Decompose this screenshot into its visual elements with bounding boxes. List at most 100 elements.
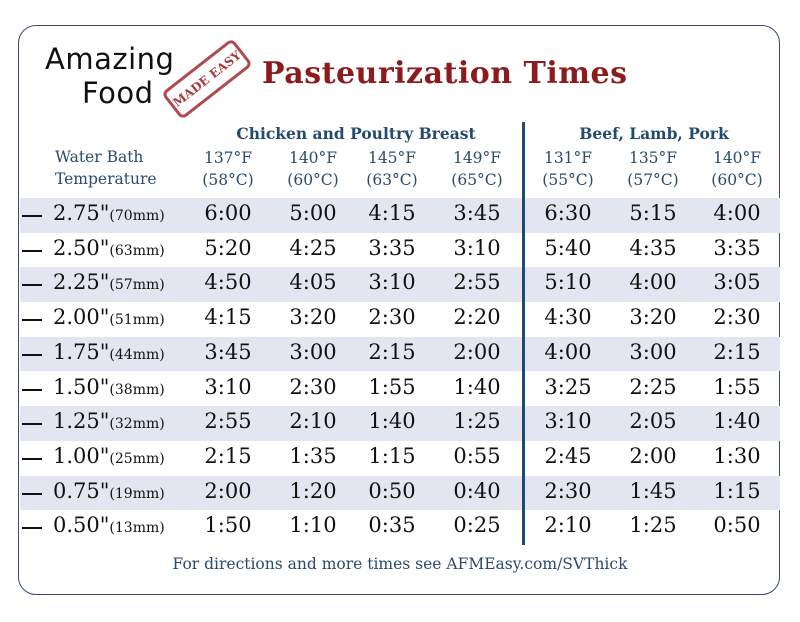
thickness-mm: (19mm) xyxy=(109,485,165,502)
page-title: Pasteurization Times xyxy=(262,56,628,91)
thickness-inches: 2.75" xyxy=(53,201,110,225)
table-row: 1.00"(25mm) 2:15 1:35 1:15 0:55 2:45 2:00 1:30 xyxy=(20,441,780,476)
time-cell: 3:45 xyxy=(453,201,501,225)
time-cell: 2:30 xyxy=(289,374,337,399)
temp-f: 135°F xyxy=(628,149,678,167)
time-cell: 1:10 xyxy=(289,513,337,538)
time-cell: 5:20 xyxy=(204,235,252,260)
thickness-inches: 1.50" xyxy=(53,374,110,399)
thickness-label: 2.25"(57mm) xyxy=(53,270,165,294)
temp-c: (58°C) xyxy=(202,171,254,189)
time-cell: 5:00 xyxy=(289,201,337,225)
thickness-tick xyxy=(22,215,42,217)
time-cell: 4:00 xyxy=(713,201,761,225)
time-cell: 1:40 xyxy=(713,409,761,434)
temp-c: (55°C) xyxy=(542,171,594,189)
time-cell: 2:25 xyxy=(629,374,677,399)
thickness-label: 2.75"(70mm) xyxy=(53,201,165,225)
temp-c: (63°C) xyxy=(366,171,418,189)
time-cell: 4:15 xyxy=(204,305,252,330)
time-cell: 2:20 xyxy=(453,305,501,330)
thickness-tick xyxy=(22,284,42,287)
time-cell: 1:45 xyxy=(629,478,677,503)
thickness-inches: 1.25" xyxy=(53,409,110,434)
time-cell: 1:35 xyxy=(289,443,337,468)
group-divider xyxy=(522,122,525,545)
time-cell: 2:15 xyxy=(204,443,252,468)
temp-c: (57°C) xyxy=(627,171,679,189)
time-cell: 4:35 xyxy=(629,235,677,260)
thickness-tick xyxy=(22,353,42,356)
time-cell: 6:30 xyxy=(544,201,592,225)
temp-column-header: 145°F (63°C) xyxy=(352,147,432,191)
thickness-inches: 0.75" xyxy=(53,478,110,503)
footer-note: For directions and more times see AFMEas… xyxy=(172,555,628,573)
thickness-inches: 2.25" xyxy=(53,270,110,295)
group-header-chicken: Chicken and Poultry Breast xyxy=(236,124,476,143)
temp-column-header: 131°F (55°C) xyxy=(528,147,608,191)
time-cell: 1:40 xyxy=(368,409,416,434)
thickness-mm: (38mm) xyxy=(109,381,165,398)
thickness-mm: (25mm) xyxy=(109,450,165,467)
thickness-mm: (57mm) xyxy=(109,277,165,294)
time-cell: 3:35 xyxy=(368,235,416,260)
thickness-label: 2.50"(63mm) xyxy=(53,236,165,260)
time-cell: 0:35 xyxy=(368,513,416,538)
time-cell: 0:50 xyxy=(713,513,761,538)
time-cell: 3:10 xyxy=(368,270,416,295)
logo-text-amazing: Amazing xyxy=(45,42,175,76)
time-cell: 1:15 xyxy=(713,478,761,503)
table-row: 2.25"(57mm) 4:50 4:05 3:10 2:55 5:10 4:00 3:05 xyxy=(20,267,780,303)
table-row: 0.50"(13mm) 1:50 1:10 0:35 0:25 2:10 1:25 0:50 xyxy=(20,510,780,545)
thickness-inches: 1.75" xyxy=(53,339,110,364)
temp-c: (65°C) xyxy=(451,171,503,189)
time-cell: 3:00 xyxy=(289,339,337,364)
thickness-mm: (13mm) xyxy=(109,520,165,537)
temp-f: 131°F xyxy=(543,149,593,167)
card-frame xyxy=(18,25,780,595)
temp-f: 140°F xyxy=(288,149,338,167)
table-row: 1.50"(38mm) 3:10 2:30 1:55 1:40 3:25 2:25 1:55 xyxy=(20,372,780,407)
time-cell: 2:00 xyxy=(629,443,677,468)
time-cell: 0:50 xyxy=(368,478,416,503)
temp-column-header: 140°F (60°C) xyxy=(273,147,353,191)
time-cell: 6:00 xyxy=(204,201,252,225)
thickness-inches: 0.50" xyxy=(53,513,110,538)
thickness-tick xyxy=(22,457,42,460)
temp-column-header: 149°F (65°C) xyxy=(437,147,517,191)
thickness-label: 1.25"(32mm) xyxy=(53,409,165,433)
temp-f: 140°F xyxy=(712,149,762,167)
thickness-mm: (32mm) xyxy=(109,416,165,433)
table-row: 2.75"(70mm) 6:00 5:00 4:15 3:45 6:30 5:15 4:00 xyxy=(20,198,780,233)
time-cell: 5:10 xyxy=(544,270,592,295)
table-row: 0.75"(19mm) 2:00 1:20 0:50 0:40 2:30 1:45 1:15 xyxy=(20,475,780,511)
time-cell: 3:45 xyxy=(204,339,252,364)
table-row: 2.00"(51mm) 4:15 3:20 2:30 2:20 4:30 3:20 2:30 xyxy=(20,302,780,337)
time-cell: 1:50 xyxy=(204,513,252,538)
thickness-inches: 2.50" xyxy=(53,235,110,260)
time-cell: 3:10 xyxy=(453,235,501,260)
thickness-label: 2.00"(51mm) xyxy=(53,305,165,329)
time-cell: 4:05 xyxy=(289,270,337,295)
time-cell: 4:00 xyxy=(629,270,677,295)
time-cell: 3:20 xyxy=(629,305,677,330)
time-cell: 1:20 xyxy=(289,478,337,503)
thickness-label: 1.50"(38mm) xyxy=(53,375,165,399)
time-cell: 2:10 xyxy=(544,513,592,538)
temp-column-header: 137°F (58°C) xyxy=(188,147,268,191)
time-cell: 4:50 xyxy=(204,270,252,295)
thickness-label: 1.00"(25mm) xyxy=(53,444,165,468)
time-cell: 3:10 xyxy=(544,409,592,434)
group-header-beef: Beef, Lamb, Pork xyxy=(579,124,729,143)
time-cell: 5:15 xyxy=(629,201,677,225)
table-row: 2.50"(63mm) 5:20 4:25 3:35 3:10 5:40 4:35 3:35 xyxy=(20,233,780,268)
thickness-mm: (70mm) xyxy=(109,208,165,224)
time-cell: 2:15 xyxy=(713,339,761,364)
temp-c: (60°C) xyxy=(711,171,763,189)
time-cell: 2:30 xyxy=(544,478,592,503)
thickness-label: 1.75"(44mm) xyxy=(53,340,165,364)
time-cell: 2:00 xyxy=(453,339,501,364)
thickness-label: 0.75"(19mm) xyxy=(53,479,165,503)
table-row: 1.25"(32mm) 2:55 2:10 1:40 1:25 3:10 2:05 1:40 xyxy=(20,406,780,441)
time-cell: 3:20 xyxy=(289,305,337,330)
